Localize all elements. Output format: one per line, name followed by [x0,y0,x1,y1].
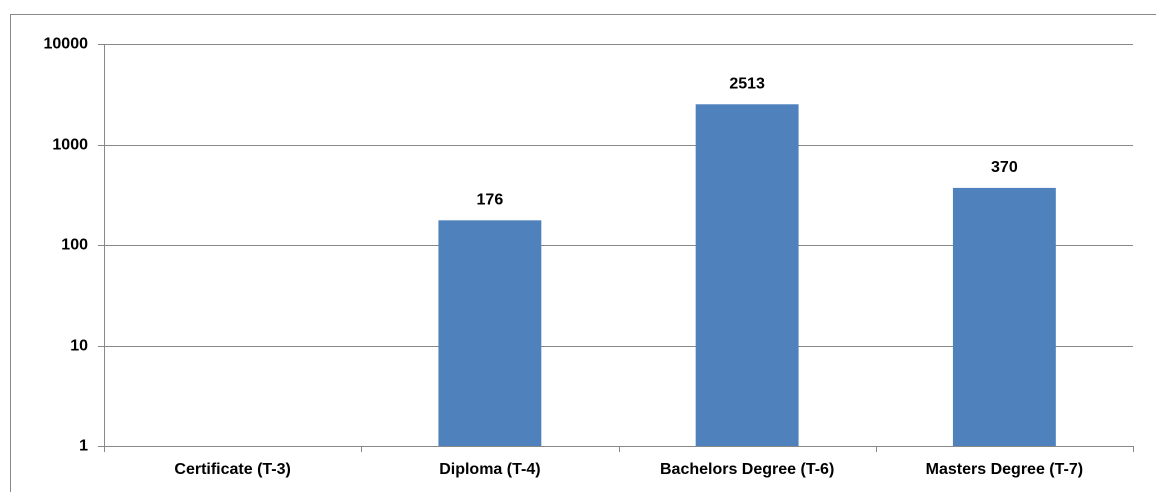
y-tick-label: 1000 [52,137,88,154]
x-tick-label: Certificate (T-3) [174,461,290,478]
value-label: 176 [477,192,504,209]
x-tick-label: Masters Degree (T-7) [926,461,1083,478]
value-label: 370 [991,159,1018,176]
bar [952,187,1056,446]
bar [438,220,542,446]
x-tick-label: Bachelors Degree (T-6) [660,461,834,478]
y-tick-label: 1 [79,438,88,455]
x-tick-label: Diploma (T-4) [439,461,540,478]
y-tick-label: 100 [61,237,88,254]
y-tick-label: 10000 [44,36,89,53]
value-label: 2513 [729,75,765,92]
y-tick-label: 10 [70,338,88,355]
bar [695,104,799,447]
